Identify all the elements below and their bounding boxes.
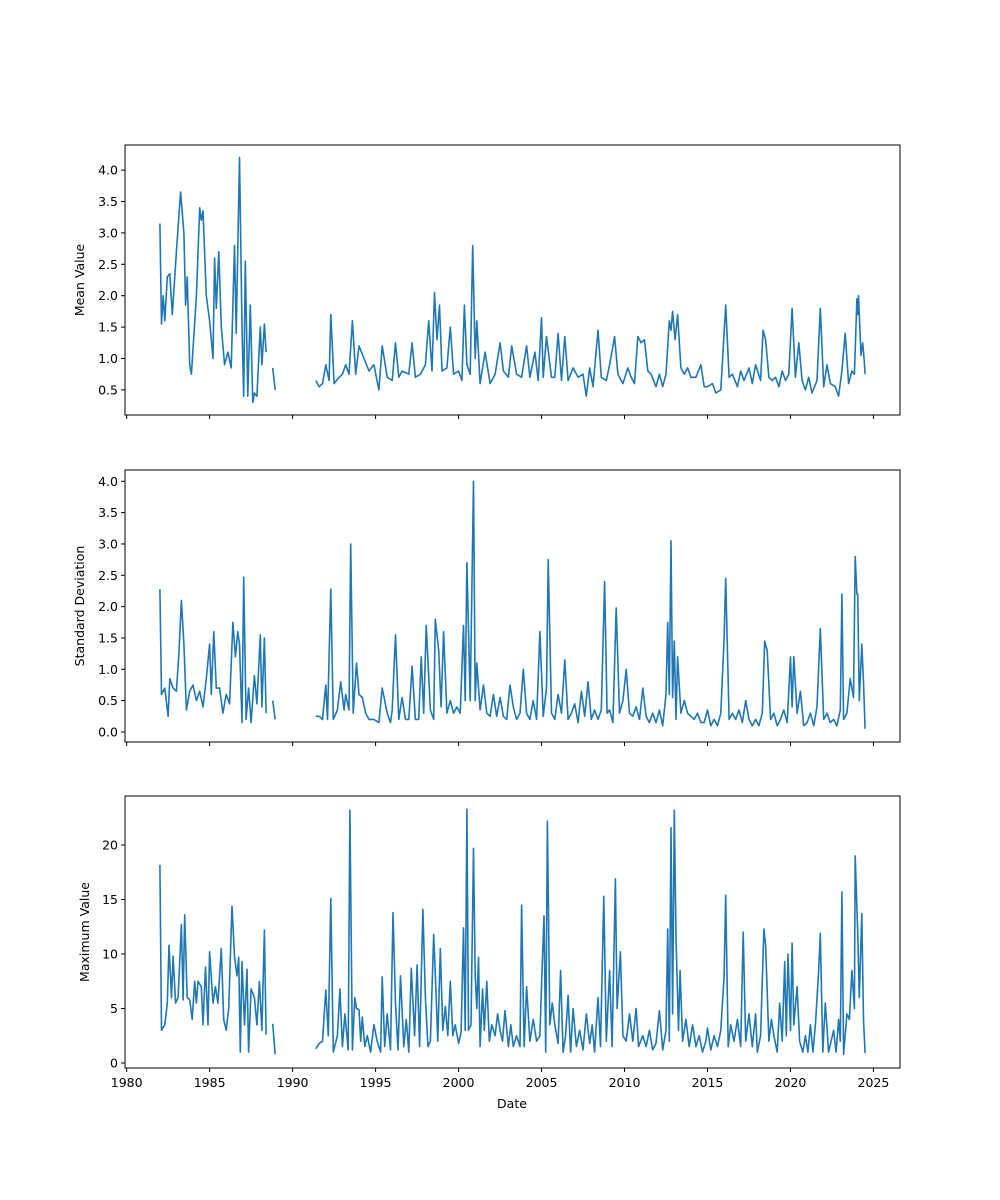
y-tick-label: 4.0 [98,474,118,489]
y-tick-label: 5 [110,1001,118,1016]
y-tick-label: 3.0 [98,536,118,551]
y-tick-label: 2.5 [98,568,118,583]
x-tick-label: 1990 [277,1075,309,1090]
axes-frame [124,469,901,743]
y-tick-label: 0.0 [98,724,118,739]
data-series-line [159,480,866,729]
x-tick-label: 1995 [360,1075,392,1090]
axes-frame [124,795,901,1069]
y-tick-label: 10 [102,947,118,962]
x-tick-label: 2015 [692,1075,724,1090]
x-axis-label: Date [497,1096,527,1111]
y-tick-label: 2.0 [98,599,118,614]
axes-frame [124,144,901,416]
y-tick-label: 3.5 [98,194,118,209]
y-tick-label: 2.5 [98,257,118,272]
y-tick-label: 0 [110,1055,118,1070]
y-tick-label: 20 [102,838,118,853]
y-tick-label: 1.0 [98,351,118,366]
y-tick-label: 2.0 [98,288,118,303]
y-axis-label-max: Maximum Value [77,882,92,982]
y-tick-label: 0.5 [98,693,118,708]
x-tick-label: 2025 [858,1075,890,1090]
x-tick-label: 1980 [111,1075,143,1090]
y-tick-label: 15 [102,892,118,907]
maximum-value-subplot: Maximum Value Date 0 5 10 15 20 1980 1985 1990 1… [77,795,901,1111]
y-tick-label: 4.0 [98,163,118,178]
x-tick-label: 2005 [526,1075,558,1090]
y-tick-label: 0.5 [98,382,118,397]
x-tick-label: 2020 [775,1075,807,1090]
y-tick-label: 3.5 [98,505,118,520]
mean-value-subplot: Mean Value 0.5 1.0 1.5 2.0 2.5 3.0 3.5 4.0 [72,144,901,419]
x-tick-label: 2010 [609,1075,641,1090]
data-series-line [159,808,866,1056]
data-series-line [159,156,866,404]
x-tick-label: 1985 [194,1075,226,1090]
y-axis-label-std: Standard Deviation [72,546,87,667]
y-tick-label: 3.0 [98,225,118,240]
y-axis-label-mean: Mean Value [72,244,87,317]
y-tick-label: 1.5 [98,320,118,335]
x-tick-label: 2000 [443,1075,475,1090]
y-tick-label: 1.5 [98,630,118,645]
std-deviation-subplot: Standard Deviation 0.0 0.5 1.0 1.5 2.0 2.5 3.0… [72,469,901,746]
y-tick-label: 1.0 [98,662,118,677]
